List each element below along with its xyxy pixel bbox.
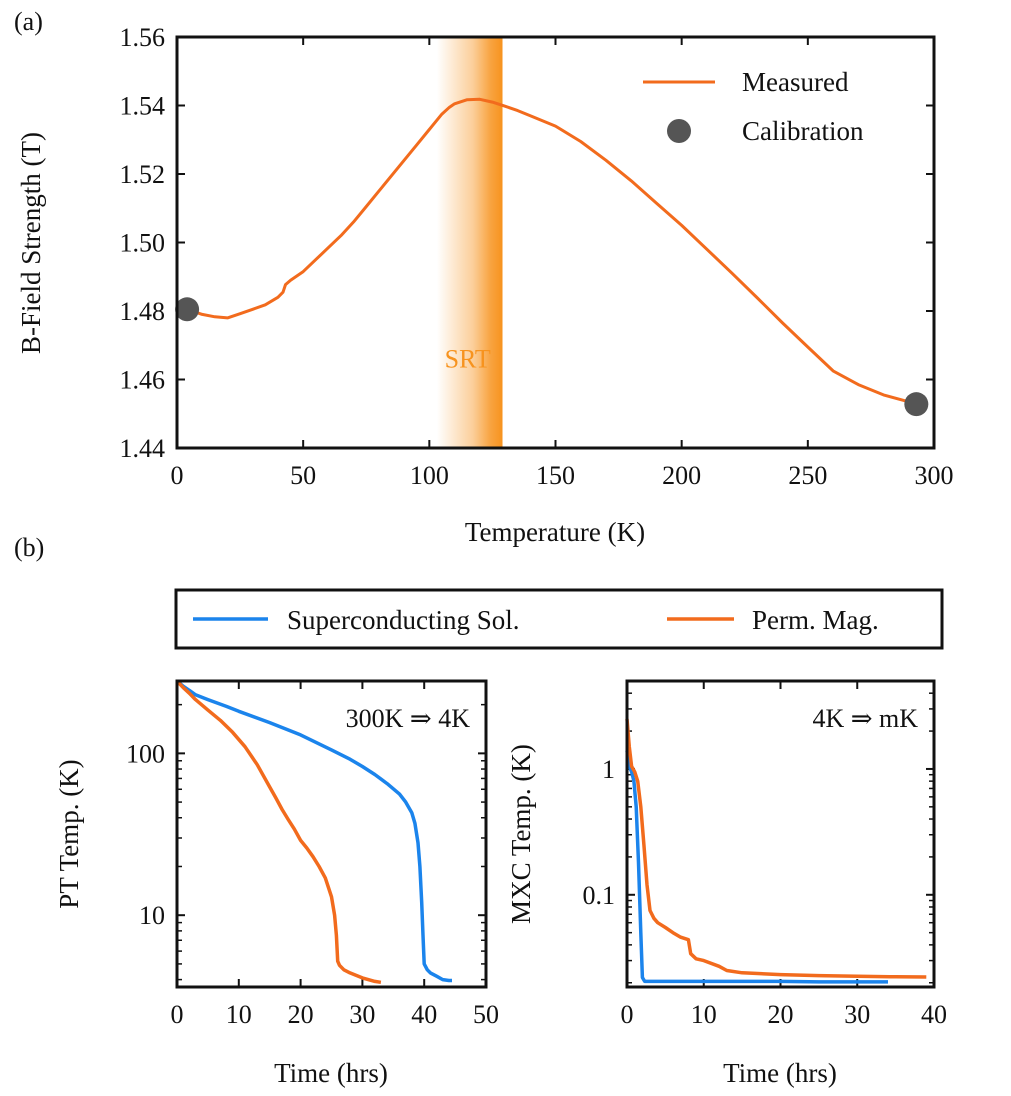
a-xtick-label: 100 [410, 461, 449, 490]
calibration-point-low [175, 297, 200, 322]
a-ytick-label: 1.52 [120, 160, 166, 189]
a-xtick-label: 250 [788, 461, 827, 490]
bl-ytick-label: 100 [126, 739, 165, 768]
a-xtick-label: 50 [290, 461, 316, 490]
panel-b-right-ylabel: MXC Temp. (K) [506, 744, 536, 924]
panel-b-right: 0 10 20 30 40 0.1 1 4K ⇒ mK MXC Temp. (K) Time… [506, 679, 947, 1088]
a-ytick-label: 1.50 [120, 229, 166, 258]
mxc-annotation: 4K ⇒ mK [812, 704, 918, 733]
panel-b-left-xlabel: Time (hrs) [274, 1058, 388, 1088]
a-ytick-label: 1.56 [120, 23, 166, 52]
br-xtick-label: 30 [844, 1000, 870, 1029]
bl-xtick-label: 0 [171, 1000, 184, 1029]
calibration-point-room [904, 392, 929, 417]
panel-a-frame [175, 35, 936, 450]
bl-xtick-label: 10 [226, 1000, 252, 1029]
br-ytick-label: 0.1 [583, 881, 616, 910]
bl-xtick-label: 20 [288, 1000, 314, 1029]
panel-b-label: (b) [14, 533, 44, 562]
srt-label: SRT [445, 345, 491, 374]
legend-solenoid-label: Superconducting Sol. [287, 605, 519, 635]
pt-annotation: 300K ⇒ 4K [346, 704, 471, 733]
panel-a: (a) SRT 0 50 100 150 200 250 300 1.44 1.46 1.48 1.… [14, 7, 954, 547]
panel-b-left-frame [175, 679, 488, 989]
panel-a-xlabel: Temperature (K) [465, 517, 645, 547]
a-ytick-label: 1.54 [120, 92, 166, 121]
a-xtick-label: 300 [915, 461, 954, 490]
a-xtick-label: 200 [662, 461, 701, 490]
panel-a-ylabel: B-Field Strength (T) [16, 132, 46, 354]
a-ytick-label: 1.46 [120, 366, 166, 395]
panel-b-legend: Superconducting Sol. Perm. Mag. [174, 588, 944, 650]
a-xtick-label: 0 [171, 461, 184, 490]
pt-solenoid-line [175, 679, 452, 983]
panel-a-label: (a) [14, 7, 43, 36]
panel-b-right-axes: 0 10 20 30 40 0.1 1 [583, 681, 947, 1029]
srt-band [436, 37, 503, 448]
bl-ytick-label: 10 [139, 901, 165, 930]
a-ytick-label: 1.44 [120, 434, 166, 463]
measured-line [186, 97, 917, 407]
panel-b-right-xlabel: Time (hrs) [723, 1058, 837, 1088]
bl-xtick-label: 40 [411, 1000, 437, 1029]
bl-xtick-label: 30 [349, 1000, 375, 1029]
a-xtick-label: 150 [536, 461, 575, 490]
br-ytick-label: 1 [602, 755, 615, 784]
mxc-permmag-line [625, 718, 927, 979]
panel-a-axes: 0 50 100 150 200 250 300 1.44 1.46 1.48 1.50 1.52 1.… [120, 23, 954, 490]
pt-permmag-line [175, 679, 382, 985]
br-xtick-label: 20 [768, 1000, 794, 1029]
a-ytick-label: 1.48 [120, 297, 166, 326]
panel-b-left-ylabel: PT Temp. (K) [54, 759, 84, 908]
panel-b-right-frame [625, 679, 936, 989]
bl-xtick-label: 50 [473, 1000, 499, 1029]
legend-calibration-swatch [667, 119, 691, 143]
panel-b-legend-box [174, 588, 944, 650]
legend-calibration-label: Calibration [742, 116, 864, 146]
mxc-solenoid-line [625, 750, 888, 984]
legend-permmag-label: Perm. Mag. [752, 605, 879, 635]
br-xtick-label: 40 [921, 1000, 947, 1029]
br-xtick-label: 0 [621, 1000, 634, 1029]
legend-measured-label: Measured [742, 67, 849, 97]
br-xtick-label: 10 [691, 1000, 717, 1029]
